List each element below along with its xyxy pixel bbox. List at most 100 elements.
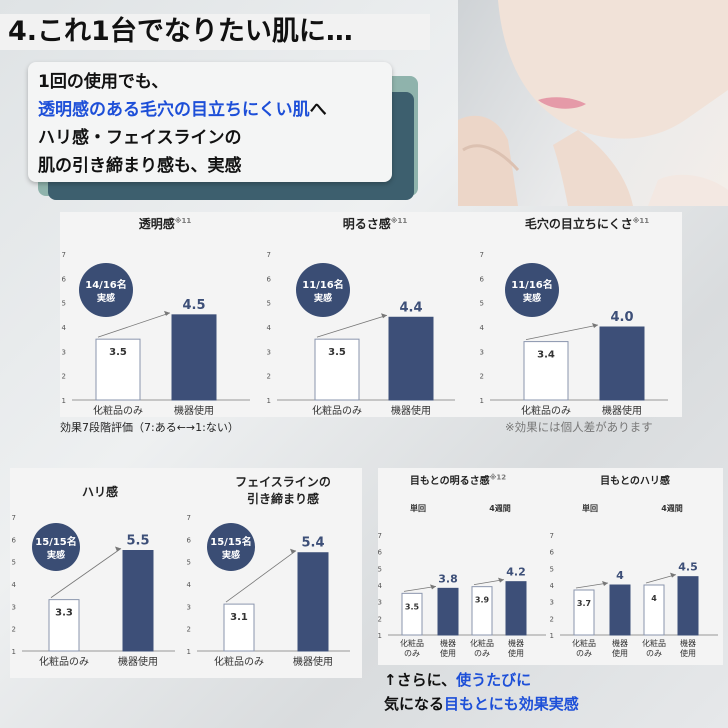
face-illustration [458, 0, 728, 206]
y-tick-label: 3 [267, 348, 271, 356]
y-tick-label: 5 [378, 565, 382, 573]
x-tick-label: 化粧品のみ [39, 655, 89, 668]
data-label: 4.4 [399, 300, 422, 315]
group-label: 4週間 [489, 504, 511, 513]
trend-arrowhead [115, 546, 121, 552]
bar [388, 316, 434, 401]
y-tick-label: 6 [62, 275, 67, 283]
bar [401, 592, 423, 636]
y-tick-label: 4 [12, 581, 17, 589]
x-tick-label: 機器 [440, 638, 456, 648]
scale-note: 効果7段階評価（7:ある←→1:ない） [60, 421, 239, 434]
bar [523, 341, 569, 401]
data-label: 3.3 [55, 608, 73, 619]
y-tick-label: 6 [12, 536, 17, 544]
y-tick-label: 2 [267, 373, 271, 381]
y-tick-label: 7 [550, 532, 554, 540]
y-tick-label: 4 [378, 582, 383, 590]
message-line-4: 肌の引き締まり感も、実感 [38, 156, 242, 176]
x-tick-label: 機器使用 [118, 655, 158, 668]
chart-title-faceline: フェイスラインの 引き締まり感 [235, 475, 331, 506]
data-label: 3.4 [537, 350, 555, 361]
y-tick-label: 1 [12, 648, 16, 656]
trend-arrowhead [592, 323, 598, 328]
chart-title-firmness: ハリ感 [81, 485, 118, 499]
data-label: 4 [651, 594, 657, 603]
message-line-2-suffix: へ [309, 100, 327, 120]
trend-arrowhead [498, 577, 504, 583]
x-tick-label: 化粧品のみ [214, 655, 264, 668]
bar [505, 581, 527, 636]
data-label: 3.9 [475, 596, 490, 605]
x-tick-label: 化粧品のみ [93, 404, 143, 417]
caption-line-2: 気になる目もとにも効果実感 [384, 695, 579, 713]
y-tick-label: 1 [378, 632, 382, 640]
y-tick-label: 3 [62, 348, 66, 356]
y-tick-label: 6 [378, 549, 383, 557]
message-line-2: 透明感のある毛穴の目立ちにくい肌へ [38, 96, 382, 124]
trend-arrow [473, 579, 505, 586]
y-tick-label: 2 [480, 373, 484, 381]
x-tick-label: 化粧品のみ [312, 404, 362, 417]
badge-circle [32, 523, 80, 571]
bar [677, 576, 699, 636]
y-tick-label: 7 [378, 532, 382, 540]
trend-arrowhead [164, 310, 170, 316]
badge-label: 実感 [523, 292, 541, 304]
badge-circle [296, 263, 350, 317]
bar [122, 550, 154, 652]
x-tick-label: 使用 [440, 648, 456, 658]
x-tick-label: 機器 [508, 638, 524, 648]
y-tick-label: 5 [187, 559, 191, 567]
y-tick-label: 5 [480, 300, 484, 308]
y-tick-label: 3 [378, 599, 382, 607]
x-tick-label: 化粧品のみ [521, 404, 571, 417]
trend-arrowhead [602, 581, 608, 586]
badge-count: 11/16名 [302, 278, 343, 291]
trend-arrowhead [430, 584, 436, 590]
chart-panel-top [60, 212, 682, 417]
x-tick-label: 機器 [680, 638, 696, 648]
data-label: 5.5 [126, 534, 149, 549]
y-tick-label: 4 [480, 324, 485, 332]
y-tick-label: 6 [480, 275, 485, 283]
data-label: 3.5 [109, 347, 127, 358]
x-tick-label: 機器使用 [391, 404, 431, 417]
disclaimer-note: ※効果には個人差があります [505, 420, 653, 434]
y-tick-label: 2 [378, 615, 382, 623]
trend-arrow [403, 585, 437, 592]
bar [223, 603, 255, 652]
data-label: 3.8 [438, 572, 458, 585]
group-label: 4週間 [661, 504, 683, 513]
x-tick-label: 化粧品 [642, 638, 666, 648]
x-tick-label: のみ [404, 649, 420, 658]
data-label: 3.7 [577, 599, 591, 608]
group-label: 単回 [582, 503, 598, 513]
bar [95, 338, 141, 401]
trend-arrow [316, 314, 388, 338]
y-tick-label: 2 [550, 615, 554, 623]
y-tick-label: 2 [62, 373, 66, 381]
y-tick-label: 6 [267, 275, 272, 283]
badge-label: 実感 [222, 549, 240, 561]
bar [48, 599, 80, 652]
bar [471, 586, 493, 636]
trend-arrow [50, 548, 122, 598]
y-tick-label: 7 [480, 251, 484, 259]
chart-title-pores: 毛穴の目立ちにくさ※11 [524, 217, 650, 231]
bar [643, 584, 665, 636]
message-line-1: 1回の使用でも、 [38, 72, 169, 92]
bar [573, 589, 595, 636]
y-tick-label: 4 [550, 582, 555, 590]
bar [314, 338, 360, 401]
badge-circle [505, 263, 559, 317]
x-tick-label: 機器使用 [602, 404, 642, 417]
trend-arrowhead [670, 572, 676, 578]
y-tick-label: 6 [187, 536, 192, 544]
data-label: 4.2 [506, 566, 526, 579]
y-tick-label: 7 [187, 514, 191, 522]
trend-arrow [225, 550, 297, 603]
